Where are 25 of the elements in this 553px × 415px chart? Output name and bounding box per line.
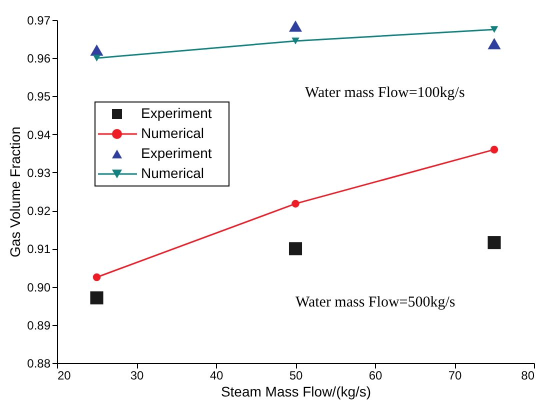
legend-label: Numerical [141,125,204,141]
annotation: Water mass Flow=500kg/s [296,294,456,310]
y-axis-title: Gas Volume Fraction [7,126,24,258]
annotation: Water mass Flow=100kg/s [305,85,465,102]
legend-label: Experiment [141,105,212,121]
y-tick-label: 0.91 [27,242,51,256]
x-tick-label: 40 [210,368,224,382]
x-axis-title: Steam Mass Flow/(kg/s) [220,384,372,400]
legend-label: Numerical [141,165,204,181]
x-tick-label: 60 [368,368,382,382]
y-tick-label: 0.95 [27,90,51,104]
x-tick-label: 20 [58,368,72,382]
legend-label: Experiment [141,145,212,161]
y-tick-label: 0.94 [27,128,51,142]
y-tick-label: 0.92 [27,204,51,218]
y-tick-label: 0.90 [27,280,51,294]
x-tick-label: 80 [521,368,535,382]
x-tick-label: 30 [130,368,144,382]
y-tick-label: 0.88 [27,356,51,370]
y-tick-label: 0.89 [27,318,51,332]
y-tick-label: 0.97 [27,14,51,28]
x-tick-label: 70 [448,368,462,382]
y-tick-label: 0.93 [27,166,51,180]
y-tick-label: 0.96 [27,52,51,66]
x-tick-label: 50 [289,368,303,382]
